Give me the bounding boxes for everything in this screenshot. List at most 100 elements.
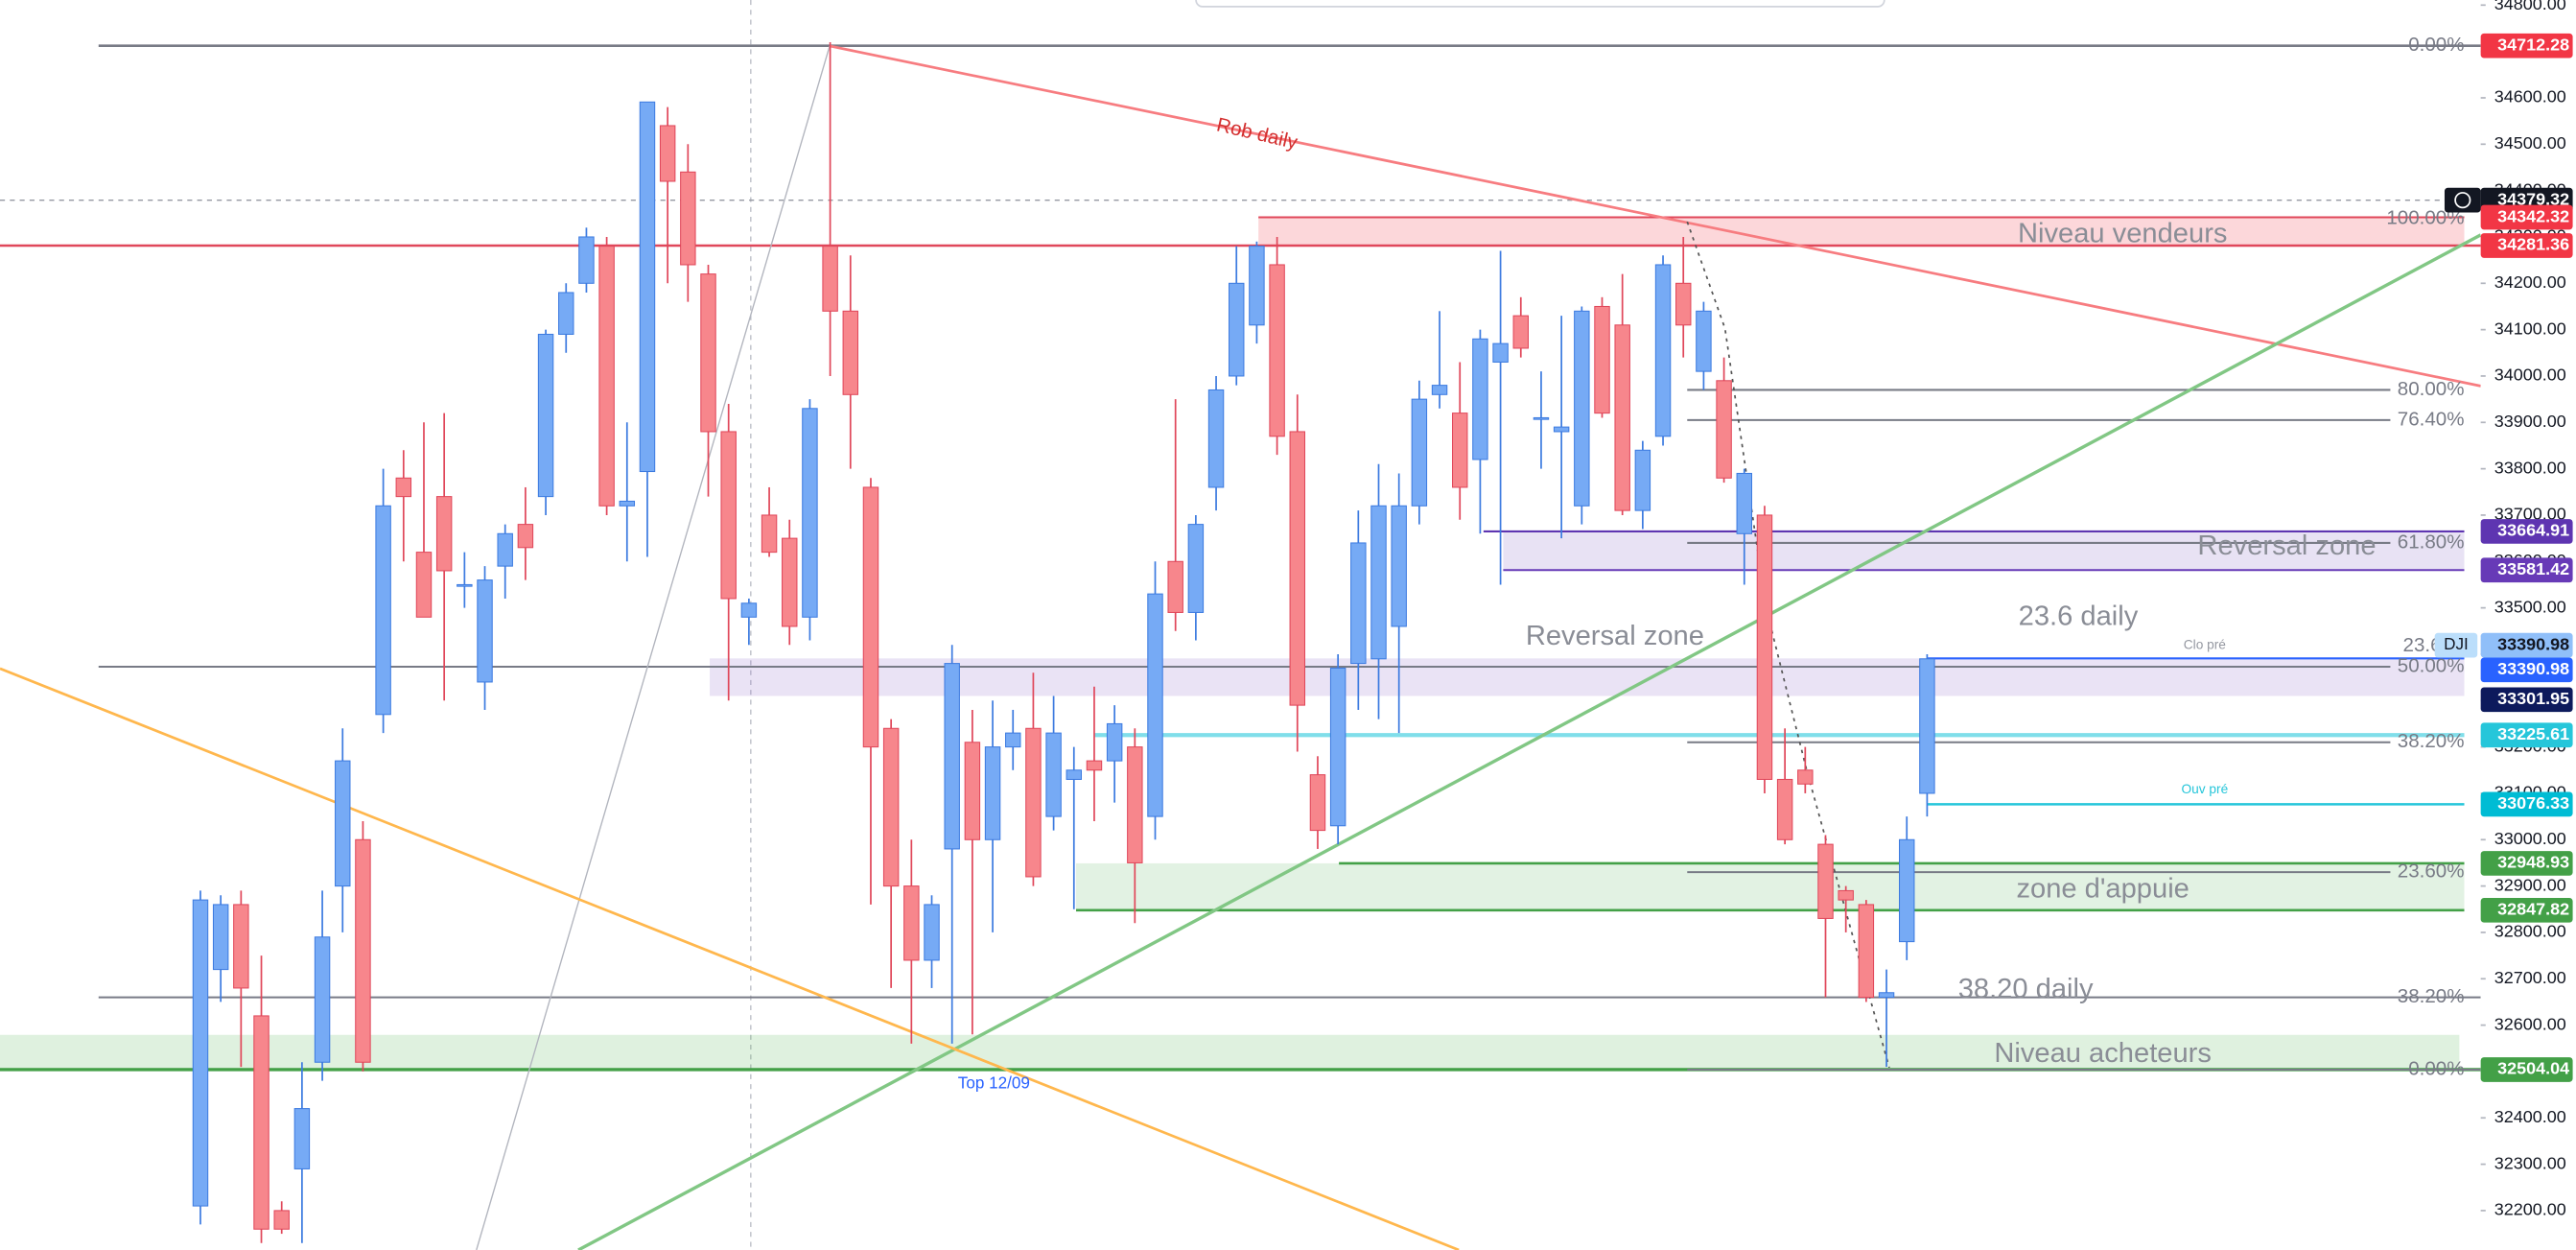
y-tick-label: 32900.00 <box>2494 875 2566 894</box>
y-tick-label: 34600.00 <box>2494 87 2566 106</box>
candle-body <box>1329 667 1347 827</box>
fib-label: 100.00% <box>2386 207 2464 229</box>
trend-lines <box>0 44 2482 1250</box>
candle-body <box>639 101 656 473</box>
fib-label: 80.00% <box>2398 378 2465 400</box>
price-label-bg <box>2480 657 2573 683</box>
candle-body <box>1127 746 1143 863</box>
candle-body <box>1289 431 1306 706</box>
candle-body <box>1899 838 1915 943</box>
candle-body <box>1005 732 1021 748</box>
candle-body <box>740 602 758 618</box>
candle-body <box>782 537 798 627</box>
candle-body <box>1675 282 1692 326</box>
fib-label: 23.6 <box>2403 634 2442 656</box>
candle-body <box>680 171 696 266</box>
candle-body <box>1147 593 1163 817</box>
y-tick-label: 33800.00 <box>2494 458 2566 477</box>
price-label-bg <box>2480 1057 2573 1082</box>
trend-line <box>577 233 2482 1250</box>
price-label: 32504.04 <box>2497 1059 2569 1078</box>
candle-body <box>1614 324 1630 511</box>
candle-body <box>1533 416 1550 420</box>
candle-body <box>1269 264 1285 437</box>
price-label: 34712.28 <box>2497 35 2569 54</box>
annotation: zone d'appuie <box>2016 874 2189 905</box>
candle-body <box>335 760 351 887</box>
candle-body <box>233 904 249 989</box>
fib-label: 61.80% <box>2398 531 2465 553</box>
candle-body <box>862 486 879 748</box>
candle-body <box>1654 264 1672 437</box>
candle-body <box>395 477 412 498</box>
candle-body <box>1878 992 1895 999</box>
candle-body <box>1167 560 1183 613</box>
candle-body <box>1838 889 1854 901</box>
price-label-bg <box>2480 519 2573 544</box>
candle-body <box>212 904 229 971</box>
candle-body <box>924 904 940 961</box>
price-label: 33390.98 <box>2497 659 2569 678</box>
candle-body <box>619 500 636 507</box>
fib-label: 38.20% <box>2398 730 2465 752</box>
candle-body <box>578 236 595 284</box>
y-tick-label: 33700.00 <box>2494 505 2566 524</box>
fib-label: 76.40% <box>2398 408 2465 430</box>
candle-body <box>1106 722 1123 762</box>
annotation: Reversal zone <box>2197 531 2376 561</box>
trend-line <box>0 667 1460 1250</box>
candle-body <box>1207 389 1225 488</box>
fib-label: 50.00% <box>2398 654 2465 676</box>
candle-body <box>314 936 331 1063</box>
candle-body <box>1716 380 1732 479</box>
candle-body <box>720 431 737 600</box>
price-label: 33581.42 <box>2497 559 2569 578</box>
price-label: 34379.32 <box>2497 189 2569 208</box>
candle-body <box>598 246 615 507</box>
y-tick-label: 33500.00 <box>2494 597 2566 616</box>
candle-body <box>1756 514 1773 780</box>
candle-body <box>1066 769 1083 780</box>
candle-body <box>1431 385 1448 395</box>
candle-body <box>1919 658 1935 794</box>
symbol-tag-bg <box>2434 632 2478 658</box>
candle-body <box>1574 310 1590 507</box>
candle-body <box>1229 282 1245 377</box>
price-axis-labels: 32200.0032300.0032400.0032500.0032600.00… <box>2434 0 2573 1219</box>
price-label-bg <box>2480 791 2573 817</box>
y-tick-label: 34800.00 <box>2494 0 2566 13</box>
price-label: 32847.82 <box>2497 900 2569 919</box>
fib-label: 0.00% <box>2408 1057 2464 1079</box>
price-label: 33390.98 <box>2497 634 2569 653</box>
annotation: Clo pré <box>2184 638 2226 652</box>
zone <box>710 658 2465 696</box>
annotation: Ouv pré <box>2182 782 2229 796</box>
y-tick-label: 34100.00 <box>2494 318 2566 338</box>
price-label: 33301.95 <box>2497 689 2569 708</box>
y-tick-label: 34000.00 <box>2494 366 2566 385</box>
price-label: 33076.33 <box>2497 793 2569 813</box>
trend-line <box>829 44 2481 388</box>
candle-body <box>882 727 900 887</box>
price-label: 34342.32 <box>2497 206 2569 225</box>
candle-body <box>1249 246 1265 326</box>
price-label-bg <box>2480 233 2573 258</box>
price-label-bg <box>2480 632 2573 658</box>
price-label-bg <box>2480 33 2573 59</box>
y-tick-label: 32300.00 <box>2494 1153 2566 1172</box>
candle-body <box>1797 769 1814 785</box>
candle-body <box>1472 338 1488 460</box>
candle-body <box>192 899 209 1207</box>
y-tick-label: 32600.00 <box>2494 1014 2566 1033</box>
candle-body <box>1452 413 1468 488</box>
y-tick-label: 34200.00 <box>2494 272 2566 292</box>
annotation: Niveau acheteurs <box>1994 1038 2212 1069</box>
candle-body <box>944 663 960 850</box>
candle-body <box>1736 472 1752 534</box>
y-tick-label: 33900.00 <box>2494 412 2566 431</box>
trend-line <box>476 45 831 1250</box>
candle-body <box>1391 505 1407 627</box>
fib-label: 0.00% <box>2408 34 2464 56</box>
